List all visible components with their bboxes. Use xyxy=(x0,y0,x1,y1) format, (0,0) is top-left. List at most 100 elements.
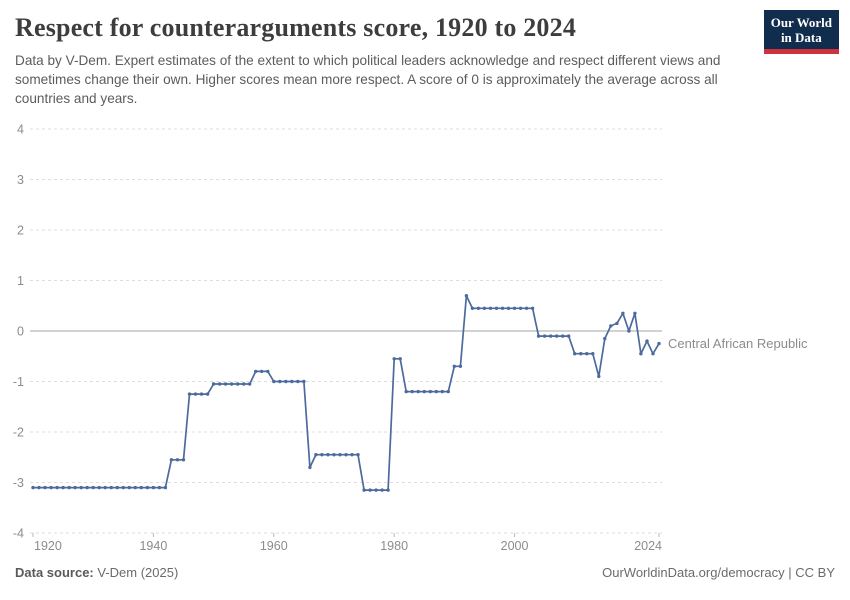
data-point xyxy=(223,382,228,386)
data-point xyxy=(482,306,487,310)
data-point xyxy=(332,453,336,457)
data-point xyxy=(248,382,252,386)
data-point xyxy=(115,485,120,490)
data-source: Data source: V-Dem (2025) xyxy=(15,565,178,580)
data-point xyxy=(49,485,53,490)
data-point xyxy=(356,453,360,457)
data-point xyxy=(236,382,240,386)
data-point xyxy=(621,311,625,315)
data-source-label: Data source: xyxy=(15,565,94,580)
entity-label[interactable]: Central African Republic xyxy=(668,336,808,351)
data-point xyxy=(512,306,517,310)
y-tick-label: 3 xyxy=(17,173,24,187)
data-point xyxy=(181,458,186,462)
data-point xyxy=(416,389,420,394)
y-tick-label: 1 xyxy=(17,274,24,288)
data-point xyxy=(109,485,114,490)
data-point xyxy=(476,306,481,310)
data-point xyxy=(278,379,282,384)
data-point xyxy=(549,334,553,338)
data-point xyxy=(205,392,210,396)
data-point xyxy=(446,389,450,394)
data-point xyxy=(103,485,107,490)
data-point xyxy=(43,485,47,490)
data-point xyxy=(579,352,583,356)
credit-link[interactable]: OurWorldinData.org/democracy | CC BY xyxy=(602,565,835,580)
x-tick-label: 1920 xyxy=(34,539,62,553)
data-point xyxy=(597,374,601,379)
data-point xyxy=(645,339,649,343)
data-point xyxy=(91,485,95,490)
page-subtitle: Data by V-Dem. Expert estimates of the e… xyxy=(15,53,721,107)
data-point xyxy=(344,453,348,457)
data-point xyxy=(266,369,270,374)
data-point xyxy=(242,382,246,386)
chart-footer: Data source: V-Dem (2025) OurWorldinData… xyxy=(15,565,835,580)
data-point xyxy=(609,324,613,328)
x-tick-label: 1960 xyxy=(260,539,288,553)
data-point xyxy=(470,306,475,310)
data-point xyxy=(464,294,469,298)
x-tick-label: 2024 xyxy=(634,539,662,553)
y-tick-label: 0 xyxy=(17,325,24,339)
data-point xyxy=(37,485,41,490)
data-point xyxy=(133,485,137,490)
data-point xyxy=(452,364,456,368)
data-point xyxy=(308,465,312,470)
y-tick-label: -4 xyxy=(13,527,24,541)
data-point xyxy=(61,485,65,490)
data-point xyxy=(211,382,216,386)
data-point xyxy=(97,485,101,490)
data-point xyxy=(500,306,505,310)
y-tick-label: -3 xyxy=(13,476,24,490)
data-point xyxy=(175,458,180,462)
data-point xyxy=(314,453,318,457)
data-point xyxy=(440,389,444,394)
owid-logo[interactable]: Our World in Data xyxy=(763,10,839,55)
data-point xyxy=(368,488,372,492)
data-point xyxy=(506,306,511,310)
data-point xyxy=(151,485,156,490)
data-point xyxy=(524,306,529,310)
x-tick-label: 1980 xyxy=(380,539,408,553)
data-point xyxy=(145,485,150,490)
data-point xyxy=(392,357,396,361)
data-point xyxy=(458,364,463,368)
data-point xyxy=(633,311,637,315)
data-point xyxy=(374,488,378,492)
chart-canvas[interactable]: 4 3 2 1 0 -1 -2 -3 -4 1920 1940 1960 1980 2000 2024 Cen… xyxy=(0,115,850,565)
data-point xyxy=(229,382,234,386)
data-point xyxy=(260,369,264,374)
data-point xyxy=(67,485,71,490)
data-point xyxy=(350,453,354,457)
data-point xyxy=(488,306,493,310)
data-point xyxy=(199,392,204,396)
data-point xyxy=(518,306,523,310)
data-line[interactable] xyxy=(33,294,660,491)
data-point xyxy=(585,352,589,356)
data-point xyxy=(272,379,276,384)
data-point xyxy=(410,389,414,394)
data-point xyxy=(157,485,162,490)
data-point xyxy=(193,392,198,396)
data-point xyxy=(362,488,366,492)
y-tick-label: 4 xyxy=(17,123,24,137)
x-tick-label: 2000 xyxy=(501,539,529,553)
data-point xyxy=(121,485,126,490)
data-source-value: V-Dem (2025) xyxy=(97,565,179,580)
data-point xyxy=(398,357,402,361)
data-point xyxy=(591,352,595,356)
data-point xyxy=(404,389,408,394)
data-point xyxy=(428,389,432,394)
data-point xyxy=(73,485,77,490)
logo-line-2: in Data xyxy=(780,29,822,45)
data-point xyxy=(639,352,643,356)
data-point xyxy=(494,306,499,310)
data-point xyxy=(320,453,324,457)
data-point xyxy=(290,379,294,384)
data-point xyxy=(169,458,174,462)
logo-line-1: Our World xyxy=(770,15,832,30)
data-point xyxy=(284,379,288,384)
page-title: Respect for counterarguments score, 1920… xyxy=(15,13,577,42)
